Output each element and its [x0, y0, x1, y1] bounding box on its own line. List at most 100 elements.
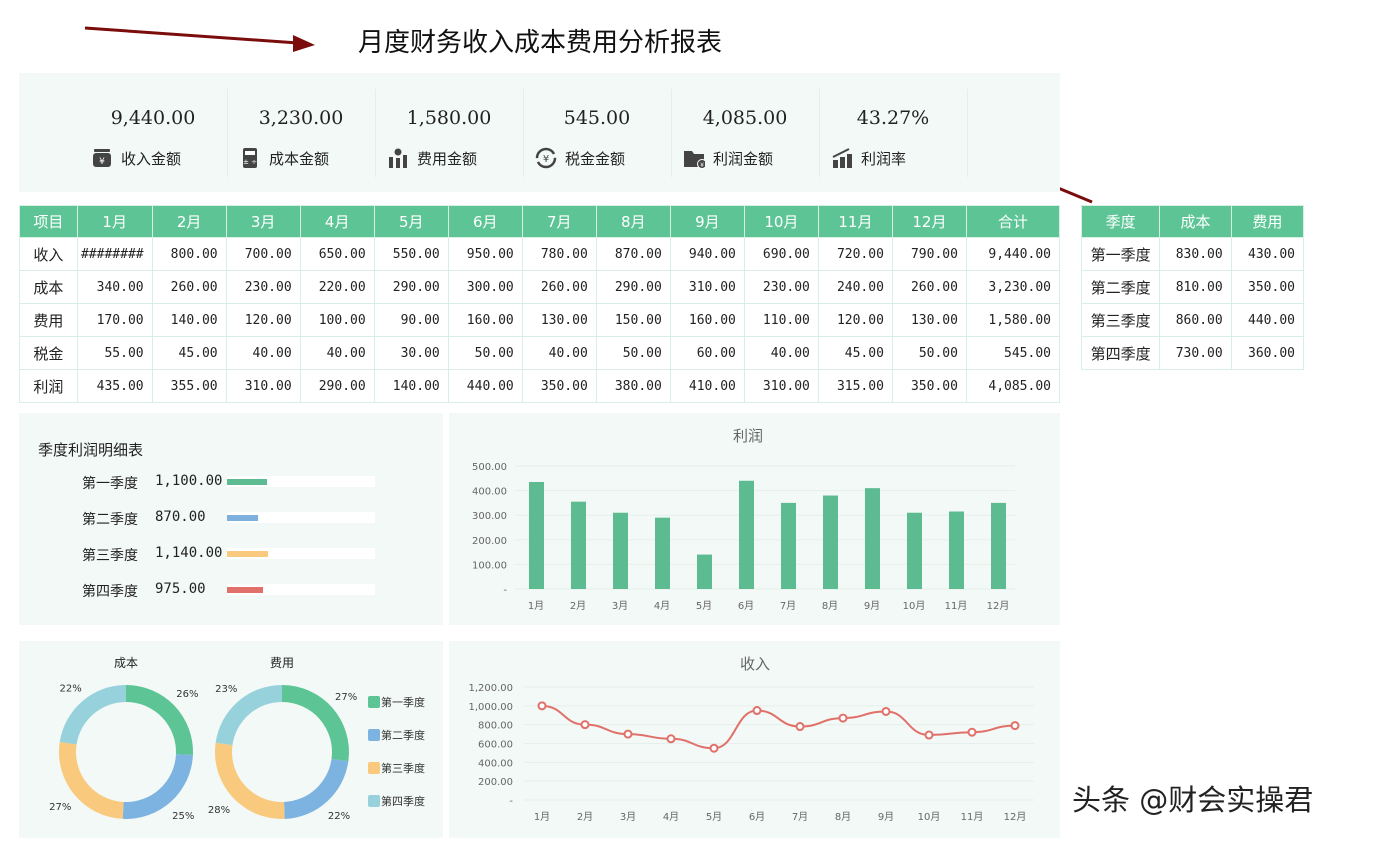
table-cell: 650.00: [299, 237, 375, 271]
table-cell: 870.00: [595, 237, 671, 271]
kpi-card: 545.00 ¥ 税金金额: [523, 89, 672, 177]
column-header: 1月: [76, 205, 153, 238]
progress-fill: [227, 551, 269, 557]
quarter-table: 季度 成本 费用 第一季度 830.00 430.00 第二季度 810.00 350.00 第三…: [1080, 205, 1305, 370]
y-tick-label: 1,000.00: [468, 702, 513, 713]
kpi-value: 1,580.00: [406, 107, 492, 129]
svg-text:¥: ¥: [99, 157, 105, 167]
kpi-value: 43.27%: [856, 107, 930, 129]
table-cell: 315.00: [817, 369, 893, 403]
table-cell: 310.00: [225, 369, 301, 403]
progress-fill: [227, 587, 263, 593]
donut-title: 成本: [114, 656, 138, 670]
row-label: 第三季度: [1080, 303, 1161, 337]
y-tick-label: 600.00: [478, 740, 513, 751]
row-label: 税金: [19, 336, 78, 370]
svg-text:¥: ¥: [700, 162, 704, 169]
table-cell: 810.00: [1159, 270, 1232, 304]
table-cell: 300.00: [447, 270, 523, 304]
column-header: 7月: [521, 205, 597, 238]
yen-cycle-icon: ¥: [535, 147, 557, 169]
bar: [739, 480, 754, 589]
x-tick-label: 3月: [612, 600, 628, 612]
slice-label: 27%: [335, 692, 357, 703]
table-cell: 800.00: [151, 237, 227, 271]
watermark: 头条 @财会实操君: [1072, 783, 1314, 817]
kpi-value: 3,230.00: [258, 107, 344, 129]
header-row: 项目 1月 2月 3月 4月 5月 6月 7月 8月 9月 10月 11月 12月 合计: [19, 205, 1061, 238]
table-cell: 410.00: [669, 369, 745, 403]
table-cell: 55.00: [76, 336, 153, 370]
kpi-label-row: ¥ 收入金额: [91, 147, 181, 169]
arrow-to-title: [84, 26, 315, 52]
table-cell: 110.00: [743, 303, 819, 337]
table-cell: 940.00: [669, 237, 745, 271]
quarter-value: 870.00: [155, 509, 206, 525]
revenue-line: [541, 704, 1016, 750]
table-cell: 220.00: [299, 270, 375, 304]
growth-bars-icon: [831, 147, 853, 169]
column-header: 5月: [373, 205, 449, 238]
table-cell: 50.00: [447, 336, 523, 370]
slice-label: 28%: [208, 805, 230, 816]
data-point: [623, 729, 633, 739]
x-tick-label: 2月: [577, 811, 593, 823]
donut-slice: [122, 754, 193, 819]
table-cell: 290.00: [595, 270, 671, 304]
kpi-card: 3,230.00 ± ÷ 成本金额: [227, 89, 376, 177]
x-tick-label: 10月: [903, 600, 926, 612]
page-title: 月度财务收入成本费用分析报表: [357, 28, 722, 58]
progress-fill: [227, 479, 267, 485]
data-point: [1010, 721, 1020, 731]
table-cell: 290.00: [373, 270, 449, 304]
legend-label: 第一季度: [381, 695, 425, 709]
table-cell: ########: [76, 237, 153, 271]
progress-fill: [227, 515, 259, 521]
x-tick-label: 11月: [961, 811, 984, 823]
table-cell: 100.00: [299, 303, 375, 337]
x-tick-label: 12月: [1004, 811, 1027, 823]
bar: [823, 495, 838, 589]
bar: [907, 512, 922, 589]
donut-slice: [283, 758, 349, 819]
bar: [655, 517, 670, 589]
row-label: 第一季度: [1080, 237, 1161, 271]
chart-title: 收入: [740, 655, 770, 673]
table-cell: 50.00: [891, 336, 967, 370]
table-cell: 310.00: [743, 369, 819, 403]
bar: [571, 501, 586, 589]
bar: [613, 512, 628, 589]
money-bag-icon: ¥: [91, 147, 113, 169]
table-cell: 260.00: [521, 270, 597, 304]
table-row: 费用 170.00 140.00 120.00 100.00 90.00 160.00 130…: [19, 303, 1061, 337]
legend-label: 第四季度: [381, 794, 425, 808]
column-header: 项目: [19, 205, 78, 238]
x-tick-label: 2月: [570, 600, 586, 612]
progress-track: [227, 584, 375, 595]
y-tick-label: 300.00: [472, 511, 507, 522]
kpi-card: 4,085.00 ¥ 利润金额: [671, 89, 820, 177]
table-cell: 150.00: [595, 303, 671, 337]
quarter-profit-panel: 季度利润明细表 第一季度 1,100.00 第二季度 870.00 第三季度 1…: [19, 413, 443, 625]
kpi-label-row: ¥ 利润金额: [683, 147, 773, 169]
legend-swatch: [368, 762, 380, 774]
kpi-card: 9,440.00 ¥ 收入金额: [79, 89, 228, 177]
table-cell: 260.00: [151, 270, 227, 304]
x-tick-label: 4月: [654, 600, 670, 612]
bar: [529, 481, 544, 589]
row-label: 费用: [19, 303, 78, 337]
legend-swatch: [368, 795, 380, 807]
data-point: [752, 706, 762, 716]
table-cell: 170.00: [76, 303, 153, 337]
table-cell: 9,440.00: [965, 237, 1061, 271]
data-point: [838, 713, 848, 723]
table-cell: 550.00: [373, 237, 449, 271]
table-cell: 4,085.00: [965, 369, 1061, 403]
table-cell: 700.00: [225, 237, 301, 271]
column-header: 成本: [1159, 205, 1232, 238]
kpi-panel: 9,440.00 ¥ 收入金额 3,230.00 ± ÷ 成本金额 1,580.00 费用金额…: [19, 73, 1060, 192]
data-point: [795, 722, 805, 732]
table-cell: 1,580.00: [965, 303, 1061, 337]
column-header: 2月: [151, 205, 227, 238]
table-cell: 130.00: [521, 303, 597, 337]
